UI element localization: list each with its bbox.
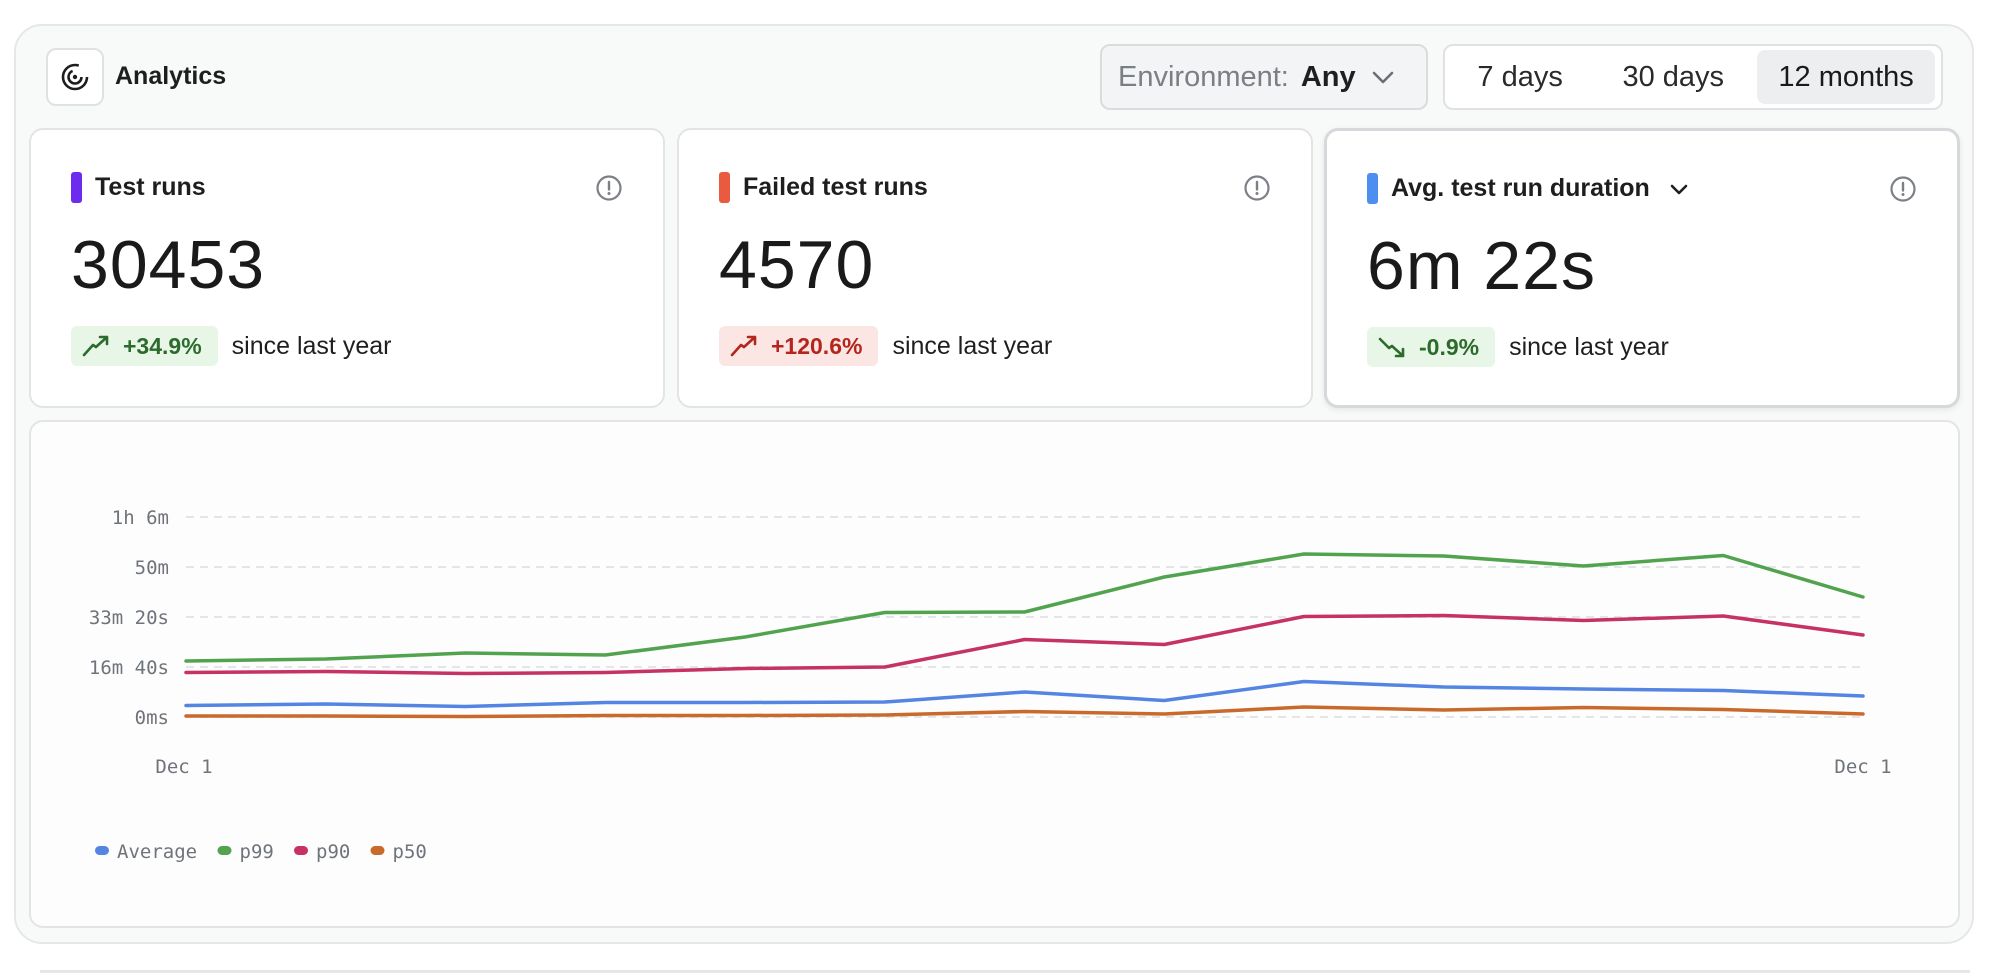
info-icon[interactable] bbox=[595, 174, 623, 202]
duration-line-chart: 0ms 16m 40s 33m 20s 50m 1h 6m Dec 1 Dec 1 Avera… bbox=[89, 507, 1892, 863]
failed-test-runs-since: since last year bbox=[892, 331, 1053, 360]
avg-duration-delta: -0.9% bbox=[1419, 333, 1480, 360]
legend-label[interactable]: p50 bbox=[393, 841, 427, 863]
test-runs-value: 30453 bbox=[71, 227, 266, 303]
range-12-months-button[interactable]: 12 months bbox=[1757, 50, 1935, 104]
section-divider bbox=[40, 970, 1970, 973]
environment-value: Any bbox=[1300, 60, 1356, 93]
page-title: Analytics bbox=[115, 62, 227, 90]
series-line-average bbox=[184, 679, 1865, 709]
series-line-p90 bbox=[184, 613, 1865, 676]
test-runs-since: since last year bbox=[231, 331, 392, 360]
test-runs-delta-badge: +34.9% bbox=[71, 326, 218, 366]
failed-test-runs-card[interactable]: Failed test runs 4570 +120.6% since last… bbox=[677, 128, 1313, 408]
failed-test-runs-delta-badge: +120.6% bbox=[719, 326, 879, 366]
environment-label: Environment: bbox=[1118, 60, 1289, 93]
legend-label[interactable]: p90 bbox=[316, 841, 350, 863]
x-tick-label: Dec 1 bbox=[1834, 756, 1891, 778]
failed-test-runs-swatch bbox=[719, 172, 730, 203]
test-runs-title: Test runs bbox=[95, 173, 206, 201]
avg-duration-card[interactable]: Avg. test run duration 6m 22s -0.9% sinc… bbox=[1324, 128, 1960, 408]
trend-down-icon bbox=[1378, 337, 1405, 358]
app-logo[interactable] bbox=[46, 48, 104, 106]
legend-swatch bbox=[95, 846, 109, 855]
avg-duration-swatch bbox=[1367, 173, 1378, 204]
y-tick-label: 1h 6m bbox=[112, 507, 169, 529]
avg-duration-title: Avg. test run duration bbox=[1391, 174, 1650, 202]
x-tick-label: Dec 1 bbox=[155, 756, 212, 778]
chevron-down-icon bbox=[1372, 71, 1394, 84]
environment-select[interactable]: Environment: Any bbox=[1100, 44, 1428, 110]
legend-label[interactable]: Average bbox=[117, 841, 197, 863]
range-7-days-button[interactable]: 7 days bbox=[1477, 60, 1563, 93]
info-icon[interactable] bbox=[1243, 174, 1271, 202]
metric-dropdown[interactable] bbox=[1668, 180, 1690, 198]
y-tick-label: 50m bbox=[135, 557, 169, 579]
failed-test-runs-value: 4570 bbox=[719, 227, 875, 303]
legend-swatch bbox=[294, 846, 308, 855]
series-line-p99 bbox=[184, 552, 1865, 663]
avg-duration-value: 6m 22s bbox=[1367, 228, 1596, 304]
trend-up-icon bbox=[730, 335, 757, 357]
y-tick-label: 16m 40s bbox=[89, 657, 169, 679]
time-range-toggle: 7 days 30 days 12 months bbox=[1443, 44, 1943, 110]
test-runs-swatch bbox=[71, 172, 82, 203]
failed-test-runs-delta: +120.6% bbox=[771, 332, 863, 359]
series-line-p50 bbox=[184, 705, 1865, 719]
trend-up-icon bbox=[82, 335, 109, 357]
avg-duration-since: since last year bbox=[1509, 332, 1669, 361]
y-tick-label: 33m 20s bbox=[89, 607, 169, 629]
avg-duration-delta-badge: -0.9% bbox=[1367, 327, 1496, 367]
y-tick-label: 0ms bbox=[135, 707, 169, 729]
spiral-logo-icon bbox=[61, 63, 89, 91]
range-30-days-button[interactable]: 30 days bbox=[1622, 60, 1725, 93]
legend-swatch bbox=[370, 846, 385, 855]
test-runs-card[interactable]: Test runs 30453 +34.9% since last year bbox=[29, 128, 665, 408]
legend-label[interactable]: p99 bbox=[240, 841, 274, 863]
duration-chart-card: 0ms 16m 40s 33m 20s 50m 1h 6m Dec 1 Dec 1 Avera… bbox=[29, 420, 1960, 928]
legend-swatch bbox=[217, 846, 232, 855]
test-runs-delta: +34.9% bbox=[123, 332, 202, 359]
chevron-down-icon bbox=[1670, 184, 1688, 194]
failed-test-runs-title: Failed test runs bbox=[743, 173, 928, 201]
info-icon[interactable] bbox=[1889, 175, 1917, 203]
